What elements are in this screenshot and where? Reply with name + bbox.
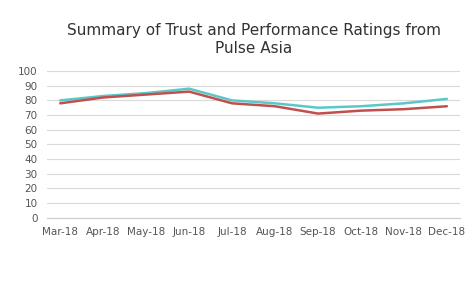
Title: Summary of Trust and Performance Ratings from
Pulse Asia: Summary of Trust and Performance Ratings… — [66, 23, 441, 56]
Trust — [401, 107, 407, 111]
Approval — [57, 99, 63, 102]
Approval — [100, 94, 106, 98]
Approval — [315, 106, 321, 109]
Trust — [229, 102, 235, 105]
Line: Approval: Approval — [60, 89, 447, 108]
Trust — [315, 112, 321, 115]
Approval — [272, 102, 278, 105]
Trust — [272, 104, 278, 108]
Trust — [358, 109, 364, 113]
Approval — [358, 104, 364, 108]
Approval — [401, 102, 407, 105]
Trust — [100, 96, 106, 99]
Trust — [57, 102, 63, 105]
Approval — [229, 99, 235, 102]
Approval — [444, 97, 450, 101]
Trust — [444, 104, 450, 108]
Approval — [143, 91, 149, 95]
Line: Trust: Trust — [60, 92, 447, 114]
Trust — [143, 93, 149, 96]
Legend: Approval, Trust: Approval, Trust — [173, 288, 335, 290]
Approval — [186, 87, 192, 90]
Trust — [186, 90, 192, 93]
